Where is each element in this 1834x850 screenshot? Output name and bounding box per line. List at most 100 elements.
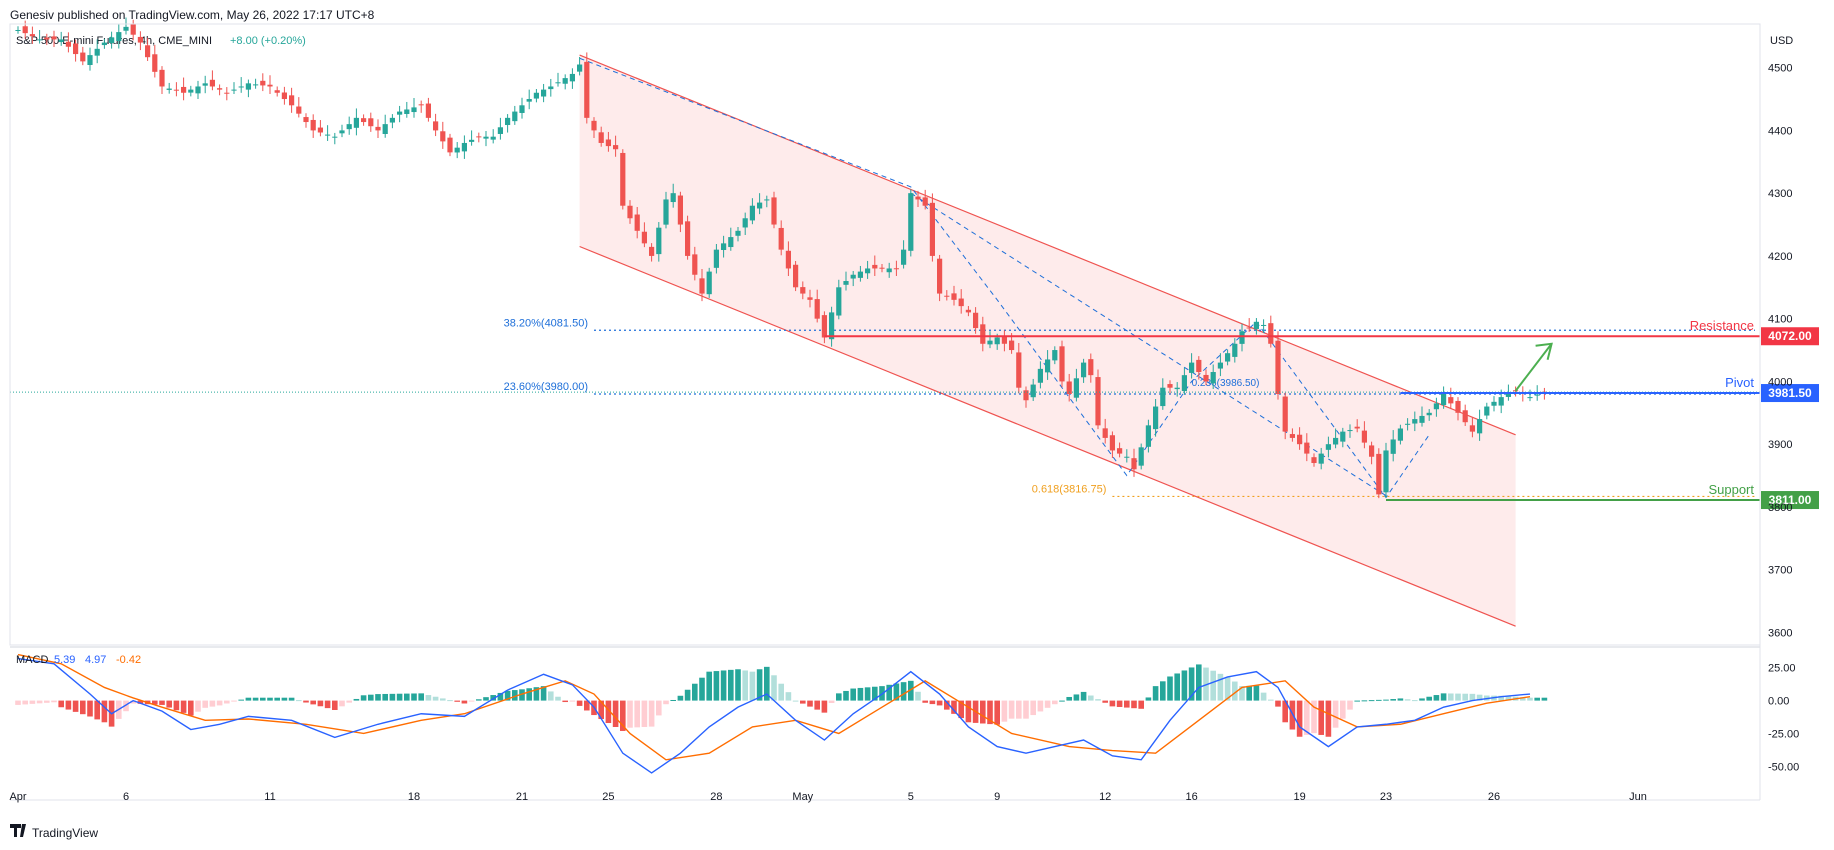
- macd-histogram-bar: [1196, 664, 1202, 701]
- candle-body: [577, 64, 583, 72]
- candle-body: [440, 131, 446, 142]
- candle-body: [1534, 394, 1540, 396]
- price-axis-tick: 3900: [1768, 439, 1792, 451]
- candle-body: [245, 83, 251, 90]
- macd-histogram-bar: [382, 693, 388, 701]
- macd-histogram-bar: [1332, 700, 1339, 728]
- candle-body: [1477, 419, 1483, 434]
- macd-histogram-bar: [332, 700, 338, 710]
- macd-histogram-bar: [1088, 695, 1094, 701]
- macd-histogram-bar: [22, 700, 28, 705]
- macd-histogram-bar: [296, 700, 302, 702]
- candle-body: [231, 89, 237, 91]
- macd-histogram-bar: [1124, 700, 1130, 708]
- candle-body: [123, 26, 129, 31]
- macd-histogram-bar: [821, 700, 828, 713]
- macd-histogram-bar: [490, 695, 496, 701]
- macd-histogram-bar: [670, 699, 676, 701]
- macd-pane[interactable]: [15, 653, 1548, 774]
- candle-body: [1138, 447, 1144, 466]
- candle-body: [1325, 444, 1331, 450]
- candle-body: [181, 86, 187, 93]
- macd-histogram-bar: [80, 700, 86, 715]
- macd-histogram-bar: [584, 700, 590, 711]
- macd-histogram-bar: [1037, 700, 1044, 712]
- candle-body: [1419, 415, 1425, 423]
- macd-histogram-bar: [504, 690, 511, 701]
- candle-body: [1289, 434, 1295, 438]
- fib-center-label: 0.236(3986.50): [1192, 378, 1260, 389]
- macd-histogram-bar: [1469, 693, 1476, 701]
- candle-body: [397, 111, 403, 115]
- candle-body: [65, 41, 71, 47]
- macd-histogram-bar: [353, 698, 360, 701]
- candle-body: [1073, 378, 1079, 398]
- macd-histogram-bar: [476, 699, 482, 701]
- macd-histogram-bar: [951, 700, 957, 714]
- macd-histogram-bar: [1275, 700, 1281, 707]
- fib-level-label: 23.60%(3980.00): [504, 381, 588, 393]
- candle-body: [58, 39, 64, 43]
- candle-body: [1124, 456, 1130, 458]
- fib-level-label: 0.618(3816.75): [1032, 483, 1107, 495]
- candle-body: [749, 205, 755, 221]
- candle-body: [296, 106, 302, 114]
- candle-body: [1001, 335, 1007, 344]
- candle-body: [1246, 327, 1252, 329]
- candle-body: [116, 32, 122, 41]
- candle-body: [490, 136, 496, 140]
- candle-body: [1167, 384, 1173, 388]
- macd-histogram-bar: [1520, 697, 1526, 701]
- macd-histogram-bar: [375, 694, 381, 701]
- candle-body: [728, 237, 734, 248]
- macd-histogram-bar: [828, 700, 835, 704]
- candle-body: [173, 89, 179, 91]
- candle-body: [649, 246, 655, 256]
- candle-body: [22, 26, 28, 34]
- candle-body: [944, 295, 950, 297]
- time-axis-tick: 21: [516, 791, 528, 803]
- macd-histogram-bar: [1440, 693, 1447, 701]
- candle-body: [1369, 445, 1375, 457]
- candle-body: [339, 130, 345, 134]
- macd-histogram-bar: [1412, 700, 1418, 702]
- candle-body: [152, 54, 158, 72]
- time-axis-tick: 11: [264, 791, 275, 803]
- macd-histogram-bar: [1426, 696, 1432, 701]
- candle-body: [1354, 426, 1360, 429]
- macd-histogram-bar: [843, 690, 849, 701]
- candle-body: [346, 124, 352, 130]
- macd-histogram-bar: [512, 690, 518, 701]
- candle-body: [785, 250, 791, 269]
- time-axis-tick: Jun: [1629, 791, 1647, 803]
- candle-body: [1203, 374, 1209, 382]
- candle-body: [44, 37, 50, 40]
- price-pane[interactable]: 38.20%(4081.50) 23.60%(3980.00) 0.618(3816…: [10, 17, 1819, 627]
- candle-body: [620, 152, 626, 206]
- macd-histogram-bar: [180, 700, 187, 713]
- macd-histogram-bar: [1347, 700, 1353, 710]
- macd-histogram-bar: [130, 700, 136, 704]
- candle-body: [389, 117, 395, 123]
- candle-body: [1016, 352, 1022, 388]
- macd-axis-tick: -50.00: [1768, 761, 1799, 773]
- candle-body: [332, 136, 338, 138]
- price-tag: [1761, 384, 1819, 403]
- candle-body: [1462, 410, 1468, 423]
- macd-histogram-bar: [1181, 670, 1188, 701]
- macd-histogram-bar: [620, 700, 626, 731]
- macd-histogram-bar: [1354, 700, 1360, 702]
- candle-body: [188, 89, 194, 93]
- macd-histogram-bar: [987, 700, 993, 725]
- macd-histogram-bar: [656, 700, 662, 716]
- price-tag-label: 4072.00: [1768, 329, 1812, 343]
- macd-histogram-bar: [252, 697, 259, 701]
- macd-histogram-bar: [1044, 700, 1051, 708]
- macd-histogram-bar: [1296, 700, 1303, 737]
- candle-body: [368, 118, 374, 127]
- macd-histogram-bar: [692, 683, 698, 701]
- candle-body: [325, 134, 331, 136]
- macd-histogram-bar: [1397, 698, 1404, 701]
- macd-histogram-bar: [908, 680, 914, 701]
